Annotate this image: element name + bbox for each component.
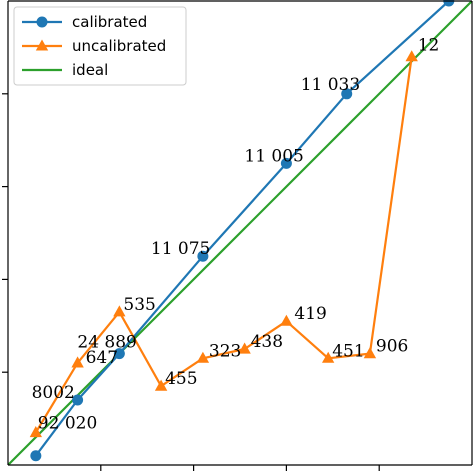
data-label-calibrated: 11 075 [151, 239, 210, 259]
data-label-uncalibrated: 323 [209, 341, 241, 361]
data-point-uncalibrated [154, 379, 168, 391]
data-point-calibrated [443, 0, 455, 7]
data-label-uncalibrated: 535 [123, 295, 155, 315]
series-markers [29, 0, 455, 462]
legend-label-uncalibrated: uncalibrated [72, 37, 166, 55]
data-label-uncalibrated: 455 [165, 369, 197, 389]
data-point-calibrated [113, 348, 125, 360]
data-point-calibrated [72, 394, 84, 406]
data-point-uncalibrated [29, 426, 42, 438]
series-line-ideal [8, 1, 472, 465]
data-point-uncalibrated [113, 305, 126, 317]
data-point-calibrated [30, 450, 42, 462]
data-point-calibrated [341, 88, 353, 100]
data-label-calibrated: 11 033 [301, 75, 360, 95]
legend: calibrated uncalibrated ideal [13, 6, 187, 86]
data-point-calibrated [197, 250, 209, 262]
data-label-uncalibrated: 906 [376, 337, 408, 357]
legend-marker-uncalibrated [35, 39, 49, 51]
series-line-uncalibrated [34, 56, 413, 434]
data-point-uncalibrated [196, 351, 210, 363]
data-point-uncalibrated [71, 356, 84, 368]
data-point-calibrated [280, 157, 292, 169]
data-label-uncalibrated: 438 [251, 332, 283, 352]
data-label-calibrated: 11 005 [244, 146, 303, 166]
data-label-uncalibrated: 451 [332, 341, 364, 361]
legend-marker-calibrated [36, 16, 48, 28]
legend-box [13, 6, 187, 86]
data-label-calibrated: 24 889 [77, 333, 136, 353]
data-point-uncalibrated [238, 342, 251, 354]
data-label-uncalibrated: 12 [418, 36, 440, 56]
data-point-uncalibrated [405, 50, 418, 62]
data-label-calibrated: 8002 [32, 383, 75, 403]
data-label-uncalibrated: 92 020 [38, 414, 97, 434]
data-point-uncalibrated [363, 347, 377, 359]
data-label-uncalibrated: 419 [294, 304, 326, 324]
legend-label-ideal: ideal [72, 61, 108, 79]
legend-label-calibrated: calibrated [72, 13, 147, 31]
data-point-uncalibrated [280, 314, 293, 326]
data-label-uncalibrated: 647 [86, 348, 118, 368]
data-point-uncalibrated [322, 351, 335, 363]
